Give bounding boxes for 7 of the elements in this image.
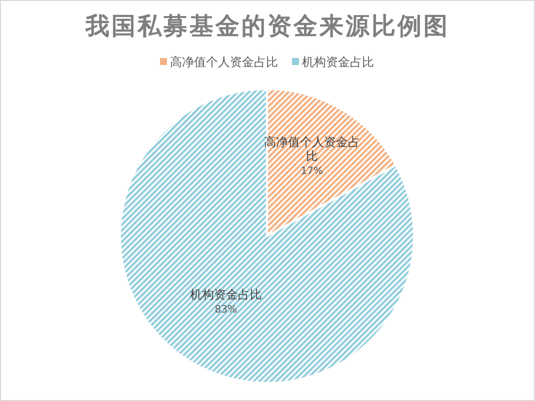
legend-label: 高净值个人资金占比 xyxy=(170,55,278,69)
slice-label: 机构资金占比 xyxy=(190,288,262,302)
slice-label: 高净值个人资金占比 xyxy=(264,135,360,164)
legend-label: 机构资金占比 xyxy=(302,55,374,69)
data-label: 17% xyxy=(300,166,324,178)
data-label: 83% xyxy=(214,304,237,316)
chart-title: 我国私募基金的资金来源比例图 xyxy=(84,12,450,40)
